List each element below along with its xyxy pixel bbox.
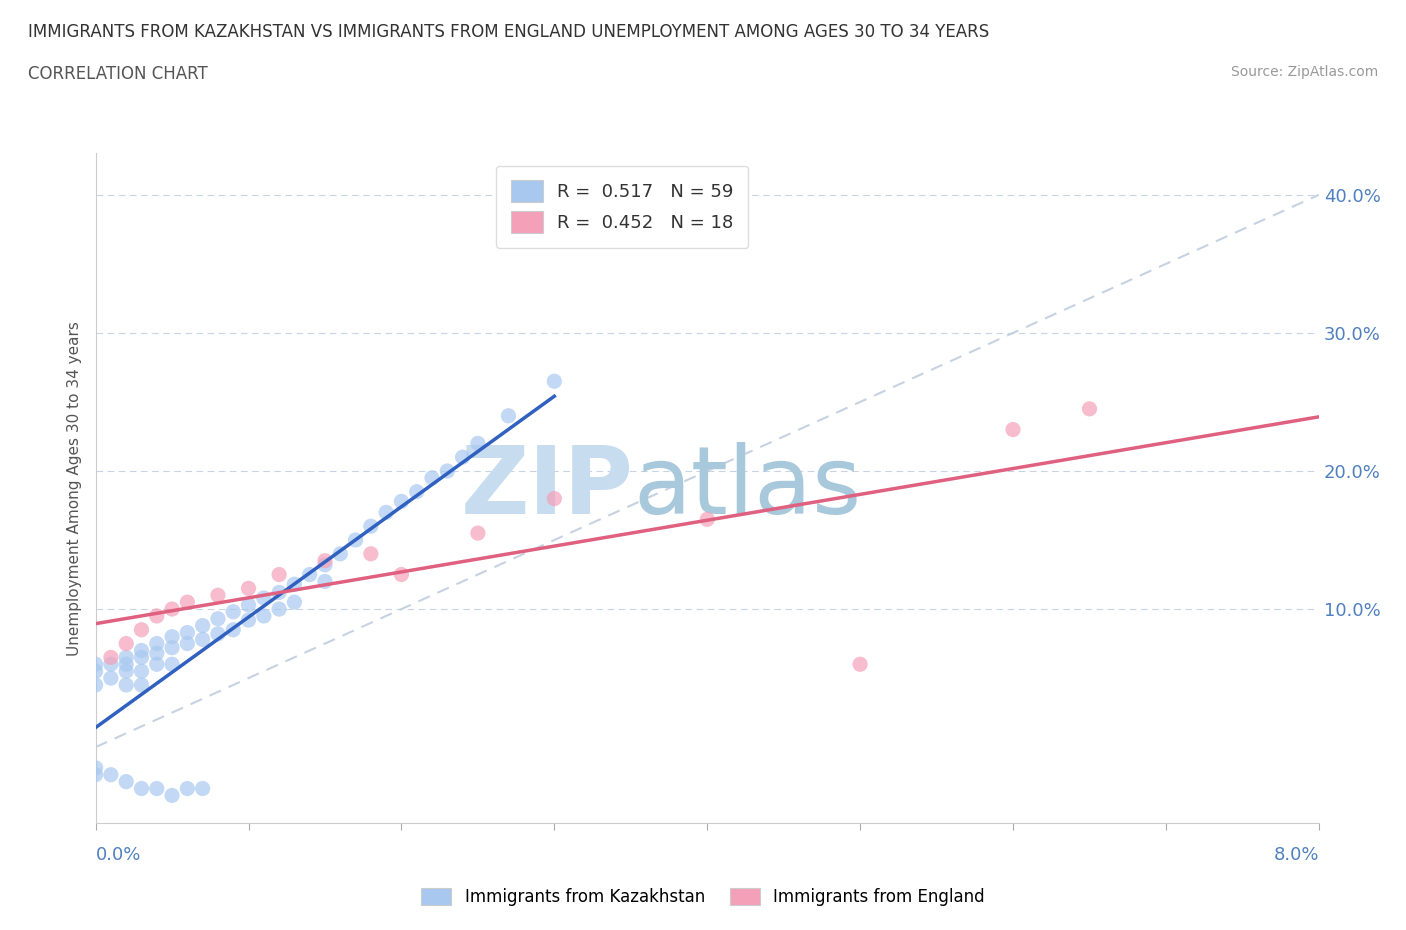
Point (207, 611, 229, 626)
Point (84, 657, 107, 671)
Point (467, 525, 489, 540)
Point (84, 761, 107, 776)
Point (375, 505, 398, 520)
Point (191, 781, 214, 796)
Point (160, 602, 183, 617)
Point (360, 547, 382, 562)
Text: 8.0%: 8.0% (1274, 846, 1319, 864)
Point (191, 618, 214, 633)
Point (131, 781, 153, 796)
Point (176, 625, 198, 640)
Legend: Immigrants from Kazakhstan, Immigrants from England: Immigrants from Kazakhstan, Immigrants f… (415, 881, 991, 912)
Point (146, 645, 169, 660)
Point (391, 494, 413, 509)
Point (100, 650, 122, 665)
Text: ZIP: ZIP (461, 443, 634, 534)
Point (115, 774, 138, 789)
Point (329, 547, 352, 562)
Point (420, 471, 443, 485)
Point (160, 630, 183, 644)
Point (391, 567, 413, 582)
Point (498, 408, 520, 423)
Point (131, 664, 153, 679)
Point (314, 557, 336, 572)
Point (146, 636, 169, 651)
Point (191, 632, 214, 647)
Point (298, 567, 321, 582)
Point (360, 519, 382, 534)
Point (696, 512, 718, 526)
Point (451, 450, 474, 465)
Point (543, 374, 565, 389)
Point (115, 657, 138, 671)
Point (344, 533, 367, 548)
Point (84, 664, 107, 679)
Point (267, 602, 291, 617)
Point (84, 678, 107, 693)
Point (160, 640, 183, 655)
Point (115, 664, 138, 679)
Point (1078, 402, 1101, 417)
Point (115, 636, 138, 651)
Point (176, 781, 198, 796)
Point (131, 678, 153, 693)
Point (176, 594, 198, 609)
Point (405, 485, 427, 499)
Point (314, 574, 336, 589)
Point (467, 436, 489, 451)
Point (160, 788, 183, 803)
Point (253, 608, 276, 623)
Point (1002, 422, 1025, 437)
Point (283, 594, 305, 609)
Text: 0.0%: 0.0% (96, 846, 141, 864)
Point (146, 657, 169, 671)
Point (84, 767, 107, 782)
Point (314, 553, 336, 568)
Text: atlas: atlas (634, 443, 862, 534)
Point (115, 650, 138, 665)
Point (849, 657, 872, 671)
Point (222, 622, 245, 637)
Point (267, 585, 291, 600)
Point (146, 781, 169, 796)
Point (131, 622, 153, 637)
Legend: R =  0.517   N = 59, R =  0.452   N = 18: R = 0.517 N = 59, R = 0.452 N = 18 (496, 166, 748, 247)
Point (131, 650, 153, 665)
Y-axis label: Unemployment Among Ages 30 to 34 years: Unemployment Among Ages 30 to 34 years (67, 321, 83, 656)
Point (222, 604, 245, 619)
Point (207, 627, 229, 642)
Text: CORRELATION CHART: CORRELATION CHART (28, 65, 208, 83)
Point (207, 588, 229, 603)
Point (146, 608, 169, 623)
Point (160, 657, 183, 671)
Point (115, 678, 138, 693)
Point (436, 463, 458, 478)
Point (543, 491, 565, 506)
Point (253, 591, 276, 605)
Point (238, 613, 260, 628)
Point (100, 767, 122, 782)
Point (131, 643, 153, 658)
Point (238, 581, 260, 596)
Point (176, 636, 198, 651)
Point (100, 657, 122, 671)
Point (238, 597, 260, 612)
Text: Source: ZipAtlas.com: Source: ZipAtlas.com (1230, 65, 1378, 79)
Point (283, 577, 305, 591)
Text: IMMIGRANTS FROM KAZAKHSTAN VS IMMIGRANTS FROM ENGLAND UNEMPLOYMENT AMONG AGES 30: IMMIGRANTS FROM KAZAKHSTAN VS IMMIGRANTS… (28, 23, 990, 41)
Point (100, 671, 122, 685)
Point (267, 567, 291, 582)
